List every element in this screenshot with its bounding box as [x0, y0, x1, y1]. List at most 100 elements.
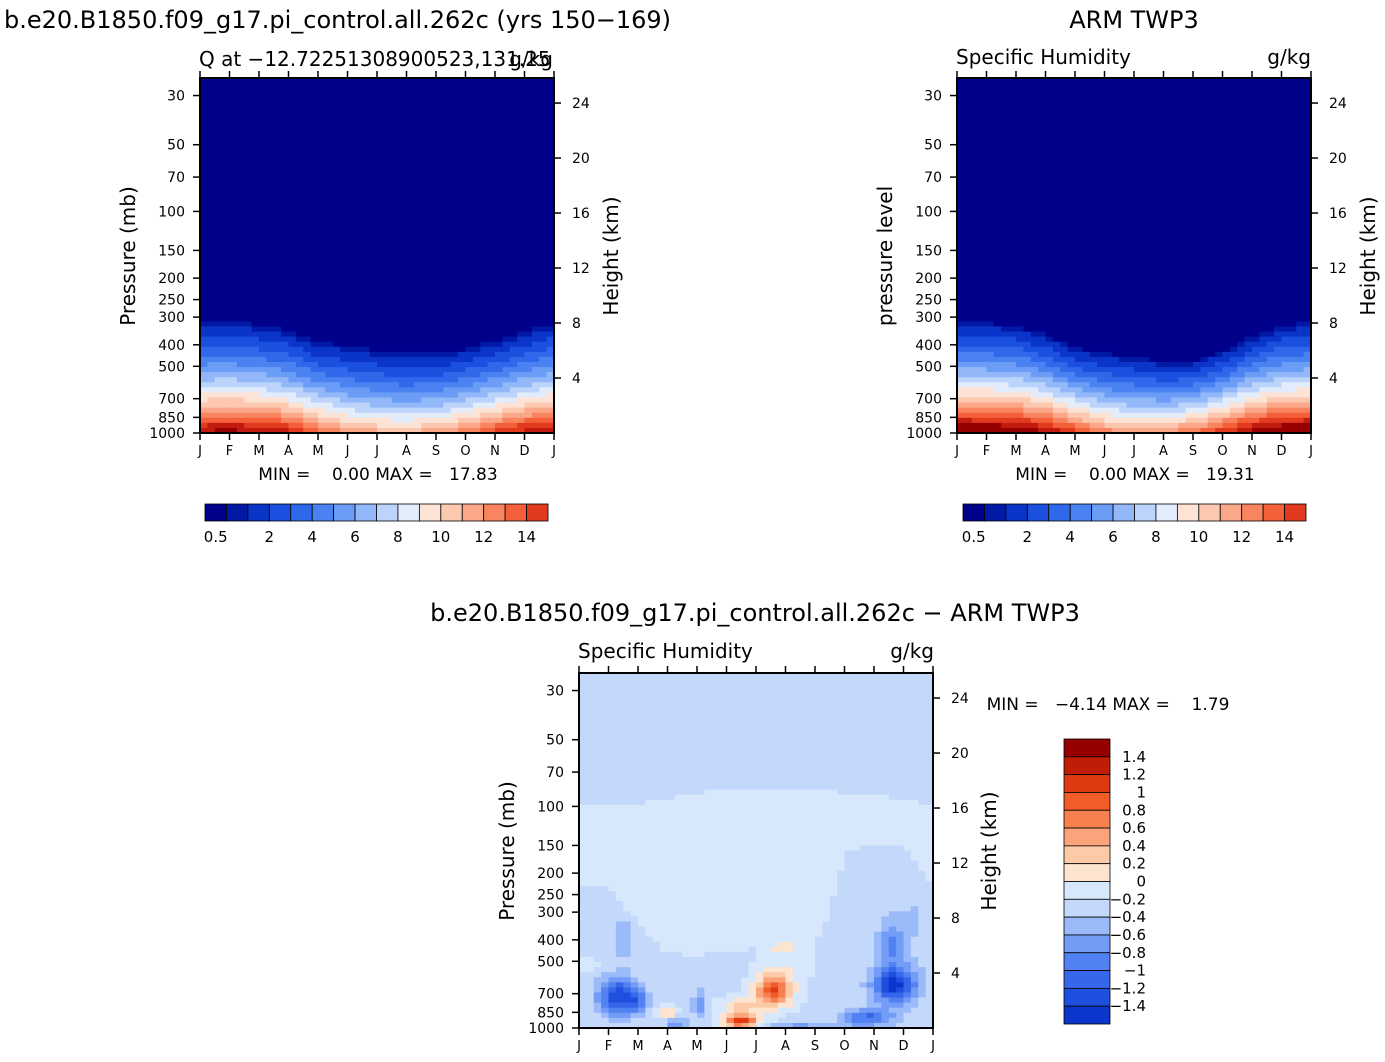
model-cell — [354, 78, 363, 84]
model-cell — [347, 392, 356, 399]
model-cell — [214, 179, 223, 186]
obs-cell — [971, 351, 980, 358]
obs-cell — [1075, 331, 1083, 338]
obs-cell — [979, 98, 988, 104]
model-cell — [244, 422, 253, 429]
obs-cell — [1001, 397, 1010, 404]
obs-cell — [1089, 377, 1098, 383]
model-cell — [465, 133, 474, 140]
model-cell — [428, 377, 437, 383]
model-cell — [487, 275, 496, 282]
model-cell — [325, 255, 334, 262]
model-cell — [222, 422, 231, 429]
model-cell — [502, 311, 511, 317]
model-cell — [362, 204, 371, 211]
model-cell — [229, 367, 238, 373]
obs-cell — [1001, 98, 1010, 104]
model-cell — [354, 128, 363, 135]
model-cell — [421, 260, 430, 267]
obs-cell — [986, 78, 995, 84]
obs-cell — [1060, 427, 1069, 434]
model-cell — [406, 265, 415, 272]
model-cell — [377, 291, 385, 297]
model-cell — [332, 169, 341, 175]
obs-cell — [986, 225, 995, 231]
model-cell — [406, 387, 415, 394]
model-cell — [480, 138, 489, 145]
obs-cell — [1104, 179, 1113, 186]
obs-cell — [1052, 164, 1061, 170]
model-cell — [310, 235, 319, 241]
model-cell — [524, 133, 533, 140]
obs-cell — [964, 184, 973, 191]
model-cell — [458, 83, 467, 89]
obs-cell — [1008, 392, 1017, 399]
obs-cell — [1104, 382, 1113, 388]
model-cell — [413, 179, 422, 186]
obs-cell — [964, 118, 973, 125]
obs-cell — [1030, 174, 1039, 181]
model-cell — [369, 306, 378, 312]
obs-cell — [1104, 377, 1113, 383]
model-cell — [517, 209, 526, 216]
model-cell — [214, 265, 223, 272]
model-cell — [436, 285, 444, 292]
model-cell — [531, 184, 540, 191]
model-cell — [436, 159, 444, 165]
model-cell — [546, 78, 555, 84]
obs-cell — [1045, 331, 1054, 338]
obs-cell — [993, 214, 1002, 221]
model-cell — [266, 250, 275, 257]
model-cell — [214, 230, 223, 236]
model-cell — [436, 311, 444, 317]
obs-cell — [1030, 230, 1039, 236]
obs-cell — [1001, 301, 1010, 307]
model-cell — [502, 291, 511, 297]
model-cell — [421, 296, 430, 302]
model-cell — [281, 184, 290, 191]
obs-cell — [1038, 316, 1047, 323]
model-cell — [200, 189, 208, 196]
obs-cell — [1060, 235, 1069, 241]
model-cell — [273, 351, 282, 358]
obs-cell — [1008, 194, 1017, 201]
model-cell — [369, 296, 378, 302]
model-cell — [325, 356, 334, 363]
model-cell — [332, 372, 341, 378]
obs-cell — [1075, 397, 1083, 404]
model-cell — [502, 417, 511, 424]
model-month-label: J — [374, 444, 379, 459]
model-cell — [524, 225, 533, 231]
model-cell — [303, 280, 312, 287]
model-cell — [340, 128, 349, 135]
model-cell — [295, 78, 304, 84]
model-cell — [458, 245, 467, 252]
model-colorbar-box — [504, 503, 527, 522]
obs-cell — [1016, 164, 1024, 170]
model-cell — [539, 123, 548, 130]
model-cell — [347, 255, 356, 262]
model-cell — [251, 392, 260, 399]
model-cell — [369, 184, 378, 191]
model-cell — [303, 199, 312, 206]
obs-cell — [971, 250, 980, 257]
model-cell — [354, 174, 363, 181]
obs-cell — [1045, 245, 1054, 252]
model-cell — [443, 316, 452, 323]
model-cell — [524, 377, 533, 383]
obs-cell — [964, 78, 973, 84]
model-cell — [259, 356, 267, 363]
model-cell — [354, 326, 363, 333]
obs-cell — [1045, 123, 1054, 130]
obs-cell — [1060, 230, 1069, 236]
model-cell — [524, 255, 533, 262]
chart-model: J F M A M J J A S O N D J305070100150200250300400500… — [149, 71, 590, 546]
obs-cell — [1104, 98, 1113, 104]
model-cell — [391, 392, 400, 399]
model-cell — [413, 285, 422, 292]
model-cell — [251, 397, 260, 404]
model-cell — [214, 149, 223, 155]
model-cell — [406, 255, 415, 262]
model-cell — [354, 356, 363, 363]
obs-cell — [1097, 377, 1106, 383]
